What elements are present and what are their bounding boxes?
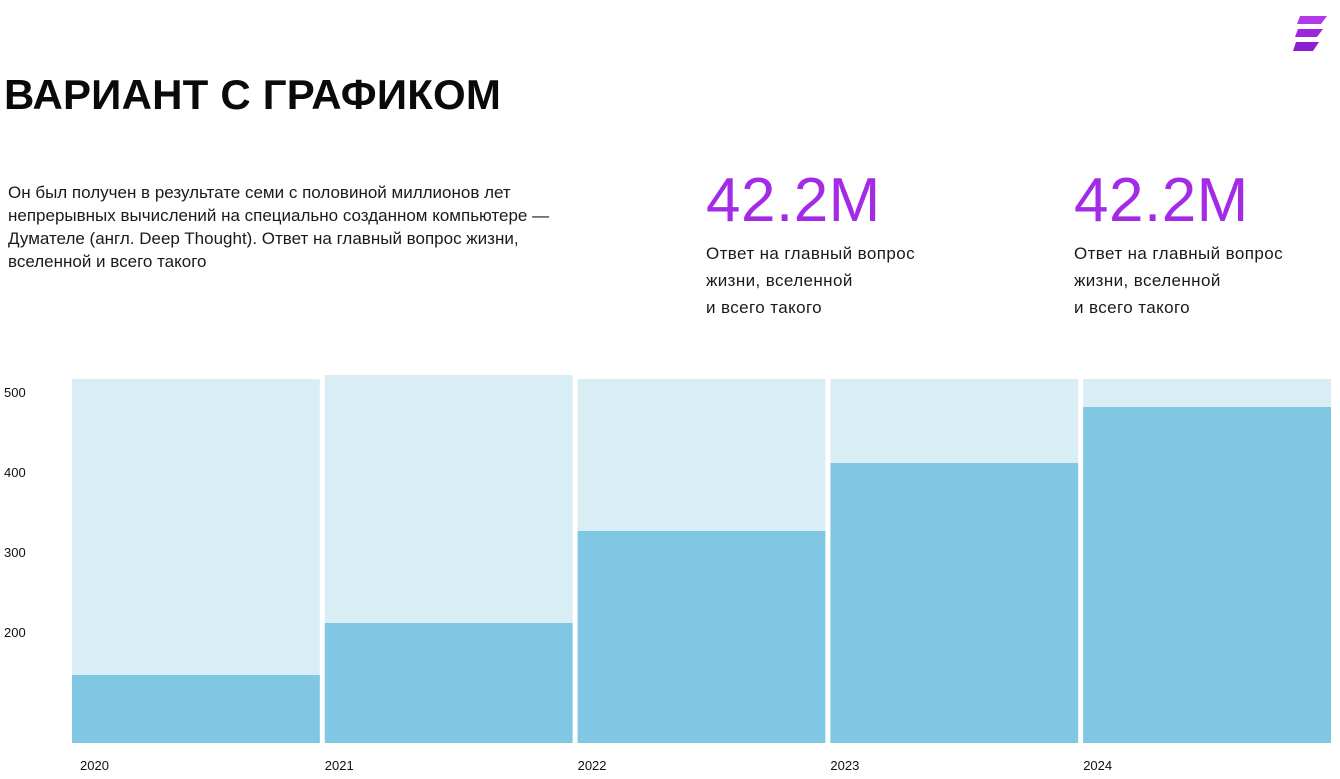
stat-block-1: 42.2M Ответ на главный вопрос жизни, все… xyxy=(706,168,966,321)
stat-caption-2: Ответ на главный вопрос жизни, вселенной… xyxy=(1074,244,1283,317)
bar-2020 xyxy=(72,675,320,743)
stat-block-2: 42.2M Ответ на главный вопрос жизни, все… xyxy=(1074,168,1334,321)
page-title: ВАРИАНТ С ГРАФИКОМ xyxy=(4,71,502,118)
stat-value-1: 42.2M xyxy=(706,166,881,235)
description-text: Он был получен в результате семи с полов… xyxy=(8,183,550,271)
bar-2023 xyxy=(830,463,1079,743)
bar-2021 xyxy=(324,623,573,743)
stat-value-2: 42.2M xyxy=(1074,166,1249,235)
x-tick-label: 2024 xyxy=(1083,758,1112,773)
brand-logo-icon xyxy=(1293,16,1327,51)
y-tick-label: 300 xyxy=(4,545,26,560)
bar-2024 xyxy=(1083,407,1331,743)
y-tick-label: 400 xyxy=(4,465,26,480)
x-tick-label: 2022 xyxy=(578,758,607,773)
x-tick-label: 2023 xyxy=(830,758,859,773)
bar-2022 xyxy=(577,531,826,743)
bar-chart: 2020 2021 2022 2023 2024 500 400 300 200 xyxy=(4,375,1331,773)
x-tick-label: 2020 xyxy=(80,758,109,773)
y-tick-label: 200 xyxy=(4,625,26,640)
x-tick-label: 2021 xyxy=(325,758,354,773)
stat-caption-1: Ответ на главный вопрос жизни, вселенной… xyxy=(706,244,915,317)
y-tick-label: 500 xyxy=(4,385,26,400)
